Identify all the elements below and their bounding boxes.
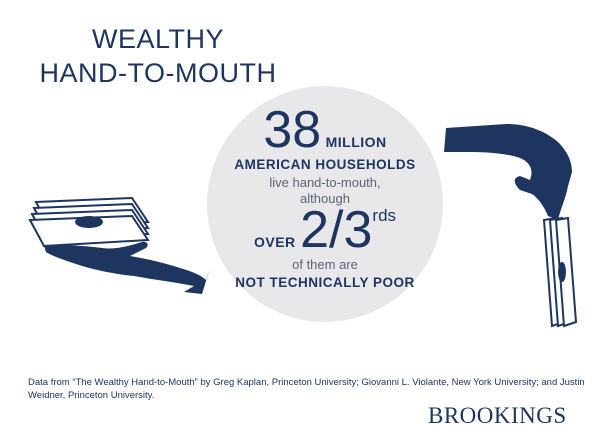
hand-receiving-money-icon (444, 124, 578, 328)
source-footnote: Data from “The Wealthy Hand-to-Mouth” by… (28, 377, 585, 401)
brookings-logo: BROOKINGS (428, 403, 567, 428)
title-line-2: HAND-TO-MOUTH (39, 58, 277, 88)
stat-fraction-line: OVER 2/3rds (207, 204, 443, 256)
stat-suffix: rds (372, 206, 397, 225)
stat-circle (207, 86, 443, 322)
stat-number: 38 (263, 101, 322, 159)
hand-giving-money-icon (28, 196, 210, 294)
page-title: WEALTHY HAND-TO-MOUTH (38, 22, 278, 90)
stat-text-line-3: live hand-to-mouth, (269, 175, 381, 190)
stat-fraction: 2/3 (300, 201, 373, 259)
stat-unit: MILLION (325, 134, 387, 150)
stat-text-line-4: although (300, 191, 350, 206)
stat-over: OVER (253, 234, 296, 250)
stat-households: AMERICAN HOUSEHOLDS (234, 157, 416, 172)
stat-text-line-6: of them are (292, 257, 358, 272)
stat-number-line: 38 MILLION (207, 104, 443, 156)
title-line-1: WEALTHY (91, 24, 224, 54)
stat-not-poor: NOT TECHNICALLY POOR (235, 275, 415, 290)
